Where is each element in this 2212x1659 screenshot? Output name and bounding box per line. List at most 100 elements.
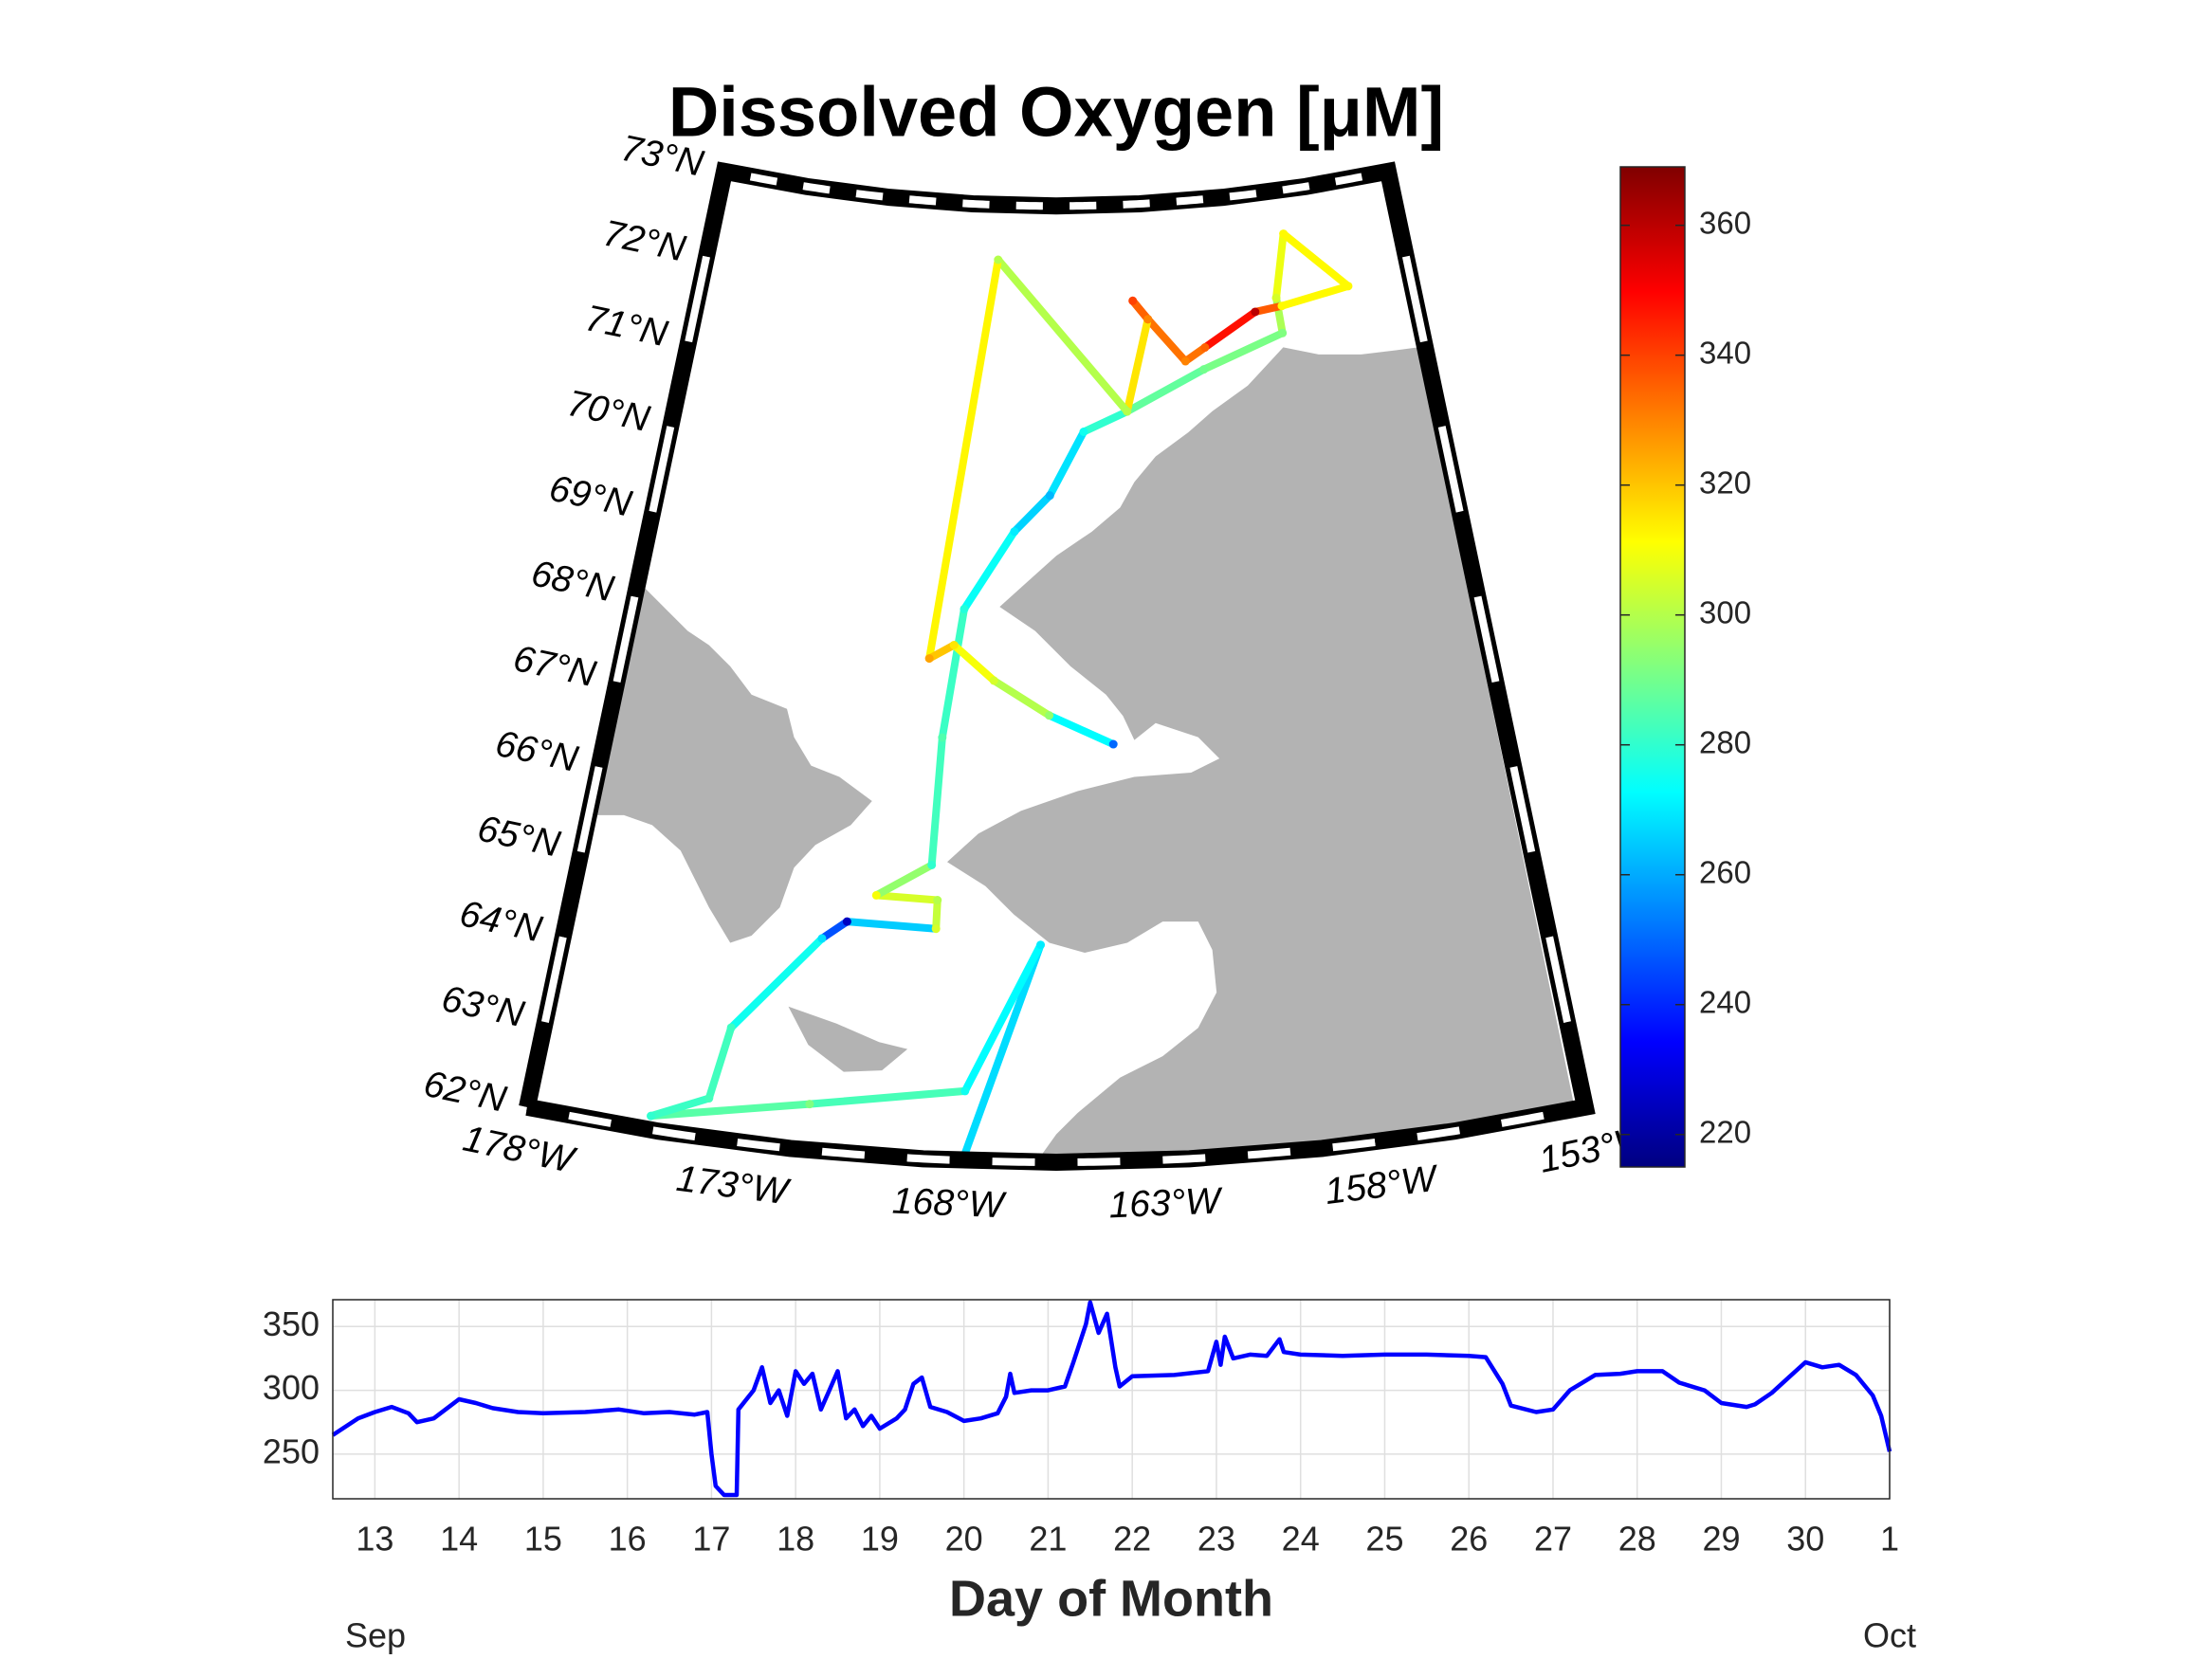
colorbar-tick-label: 280 xyxy=(1699,724,1751,759)
frame-dash xyxy=(576,766,603,853)
track-point xyxy=(1079,428,1088,437)
track-point xyxy=(1045,491,1054,501)
track-point xyxy=(1143,315,1153,324)
land xyxy=(593,347,1575,1166)
frame-dash xyxy=(906,1154,950,1164)
frame-dash xyxy=(1374,1133,1418,1146)
track-point xyxy=(960,604,969,613)
track-segment xyxy=(960,527,1018,613)
x-tick-label: 18 xyxy=(777,1520,814,1559)
lon-tick-label: 178°W xyxy=(460,1119,580,1182)
track-segment xyxy=(872,861,936,900)
track-segment xyxy=(647,1094,713,1121)
frame-dash xyxy=(821,1147,866,1159)
colorbar xyxy=(1619,166,1686,1168)
frame-dash xyxy=(737,1139,780,1152)
track-segment xyxy=(959,940,1045,1165)
axes-box xyxy=(332,1299,1891,1500)
track-point xyxy=(704,1094,714,1103)
frame-dash xyxy=(1334,173,1363,186)
track-point xyxy=(817,934,827,943)
lat-tick-label: 69°N xyxy=(546,468,636,525)
frame-dash xyxy=(992,1158,1035,1166)
track-point xyxy=(1036,940,1046,950)
lat-tick-label: 66°N xyxy=(492,723,582,780)
x-tick-label: 28 xyxy=(1618,1520,1656,1559)
x-tick-label: 27 xyxy=(1534,1520,1572,1559)
x-tick-label: 14 xyxy=(440,1520,478,1559)
track-segment xyxy=(727,934,826,1031)
track-segment xyxy=(1079,408,1131,436)
track-segment xyxy=(960,940,1045,1095)
track-point xyxy=(726,1023,736,1032)
frame-dash xyxy=(1509,766,1536,853)
track-point xyxy=(1123,407,1132,416)
track-point xyxy=(1199,365,1209,374)
track-point xyxy=(1279,229,1289,239)
track-segment xyxy=(1277,282,1352,310)
track-point xyxy=(924,654,934,664)
track-point xyxy=(994,255,1003,264)
frame-dash xyxy=(568,1111,612,1127)
track-segment xyxy=(1200,307,1259,352)
frame-dash xyxy=(962,199,990,209)
track-point xyxy=(1180,356,1190,366)
chart-title: Dissolved Oxygen [μM] xyxy=(668,73,1444,152)
colorbar-tick-label: 300 xyxy=(1699,594,1751,629)
frame-dash xyxy=(802,182,831,194)
y-tick-label: 300 xyxy=(263,1368,320,1407)
x-tick-label: 15 xyxy=(524,1520,562,1559)
frame-dash xyxy=(1401,255,1428,343)
frame-dash xyxy=(667,340,693,428)
lat-tick-label: 71°N xyxy=(581,298,671,355)
track-segment xyxy=(1279,229,1352,290)
track-point xyxy=(960,1086,970,1096)
track-point xyxy=(1271,293,1281,302)
lat-tick-label: 68°N xyxy=(528,553,618,610)
track-point xyxy=(1108,739,1118,749)
track-segment xyxy=(872,891,941,904)
track-segment xyxy=(1045,711,1118,749)
frame-dash xyxy=(558,850,585,939)
frame-dash xyxy=(649,426,675,513)
x-end-label: Oct xyxy=(1863,1616,1916,1655)
frame-dash xyxy=(949,1156,993,1166)
frame-dash xyxy=(1123,199,1150,209)
frame-dash xyxy=(652,1126,696,1141)
track-segment xyxy=(1010,491,1054,536)
track-point xyxy=(842,917,851,926)
x-tick-label: 23 xyxy=(1197,1520,1235,1559)
lat-tick-label: 64°N xyxy=(456,893,546,950)
frame-dash xyxy=(1247,1147,1291,1159)
frame-dash xyxy=(1473,595,1500,684)
track xyxy=(647,229,1353,1165)
x-tick-label: 20 xyxy=(945,1520,983,1559)
frame-dash xyxy=(1176,195,1204,206)
x-tick-label: 19 xyxy=(861,1520,899,1559)
frame-dash xyxy=(908,195,937,206)
frame-dash xyxy=(749,173,778,186)
track-segment xyxy=(938,605,968,742)
frame-dash xyxy=(1437,426,1464,513)
track-point xyxy=(1251,307,1260,317)
x-tick-label: 26 xyxy=(1450,1520,1488,1559)
x-tick-label: 29 xyxy=(1702,1520,1740,1559)
x-tick-label: 30 xyxy=(1786,1520,1824,1559)
track-point xyxy=(1010,527,1019,537)
x-start-label: Sep xyxy=(345,1616,406,1655)
track-point xyxy=(1278,328,1288,337)
lat-tick-label: 70°N xyxy=(564,383,654,440)
frame-dash xyxy=(1545,936,1571,1023)
x-tick-label: 21 xyxy=(1029,1520,1067,1559)
frame-dash xyxy=(855,190,884,201)
colorbar-tick-label: 340 xyxy=(1699,335,1751,370)
track-point xyxy=(949,640,959,649)
data-line xyxy=(331,1300,1892,1498)
track-segment xyxy=(994,256,1131,416)
frame-dash xyxy=(1229,190,1257,201)
frame-dash xyxy=(612,595,639,684)
track-point xyxy=(1344,282,1353,291)
track-segment xyxy=(950,641,998,684)
track-point xyxy=(1128,296,1138,305)
